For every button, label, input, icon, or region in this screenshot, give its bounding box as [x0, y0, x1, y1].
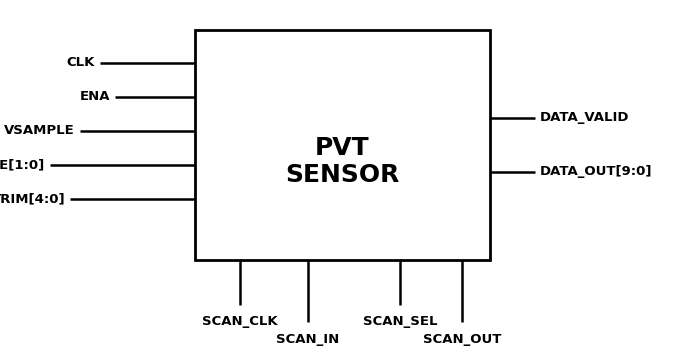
Text: PVT: PVT: [315, 136, 370, 160]
Text: DATA_VALID: DATA_VALID: [540, 111, 629, 125]
Text: ENA: ENA: [80, 91, 110, 104]
Bar: [195, 30, 490, 260]
Text: SCAN_IN: SCAN_IN: [276, 333, 340, 346]
Text: SCAN_OUT: SCAN_OUT: [423, 333, 501, 346]
Text: SCAN_CLK: SCAN_CLK: [202, 315, 278, 328]
Text: VSAMPLE: VSAMPLE: [4, 125, 75, 137]
Text: SENSOR: SENSOR: [285, 163, 399, 187]
Text: SCAN_SEL: SCAN_SEL: [363, 315, 438, 328]
Text: DATA_OUT[9:0]: DATA_OUT[9:0]: [540, 165, 652, 179]
Text: CLK: CLK: [66, 56, 95, 70]
Text: TRIM[4:0]: TRIM[4:0]: [0, 192, 65, 206]
Text: PSAMPLE[1:0]: PSAMPLE[1:0]: [0, 158, 45, 171]
